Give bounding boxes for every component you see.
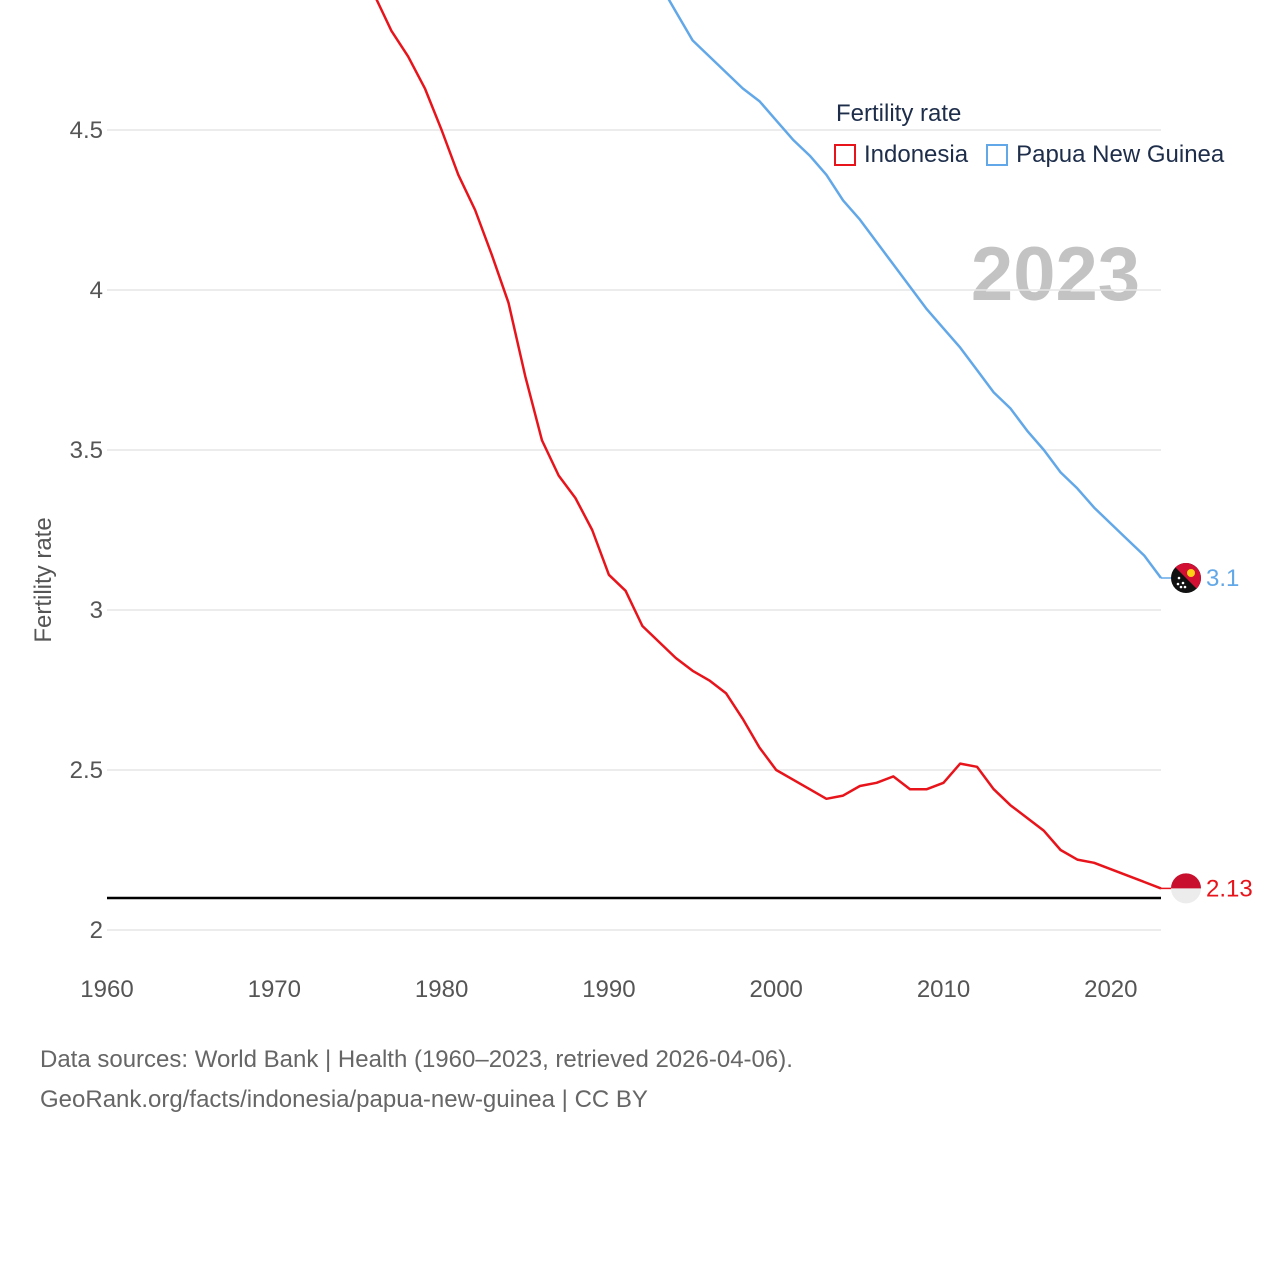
flag-marker-indonesia xyxy=(1171,873,1201,904)
legend-swatch-indonesia xyxy=(834,144,856,166)
y-tick-label: 2.5 xyxy=(70,757,103,784)
png-flag-red xyxy=(1175,563,1201,589)
x-tick-label: 1980 xyxy=(415,976,468,1003)
png-star xyxy=(1176,582,1180,586)
png-star xyxy=(1179,585,1183,589)
legend-swatch-papua-new-guinea xyxy=(986,144,1009,166)
current-year-label: 2023 xyxy=(971,232,1140,317)
data-source-note: Data sources: World Bank | Health (1960–… xyxy=(40,1046,793,1073)
y-axis-label: Fertility rate xyxy=(30,517,57,642)
legend-title: Fertility rate xyxy=(836,100,962,127)
x-tick-label: 2020 xyxy=(1084,976,1137,1003)
x-tick-label: 1970 xyxy=(248,976,301,1003)
png-star xyxy=(1181,581,1185,585)
legend-label-papua-new-guinea: Papua New Guinea xyxy=(1016,141,1225,168)
png-bird-of-paradise xyxy=(1187,569,1195,577)
x-tick-label: 2010 xyxy=(917,976,970,1003)
source-link[interactable]: GeoRank.org/facts/indonesia/papua-new-gu… xyxy=(40,1086,648,1113)
series-line-indonesia[interactable] xyxy=(107,0,1162,890)
legend: Indonesia Papua New Guinea xyxy=(834,141,1242,169)
y-tick-label: 4.5 xyxy=(70,117,103,144)
legend-item-papua-new-guinea[interactable]: Papua New Guinea xyxy=(986,141,1224,169)
x-tick-label: 2000 xyxy=(750,976,803,1003)
y-tick-label: 4 xyxy=(90,277,103,304)
flag-marker-papua-new-guinea xyxy=(1171,563,1201,593)
end-value-label-indonesia: 2.13 xyxy=(1206,875,1253,902)
end-value-label-papua-new-guinea: 3.1 xyxy=(1206,565,1239,592)
indonesia-flag-red xyxy=(1171,873,1201,889)
y-tick-label: 2 xyxy=(90,917,103,944)
x-tick-label: 1960 xyxy=(80,976,133,1003)
y-tick-label: 3.5 xyxy=(70,437,103,464)
x-tick-label: 1990 xyxy=(582,976,635,1003)
y-tick-label: 3 xyxy=(90,597,103,624)
series-line-papua-new-guinea[interactable] xyxy=(107,0,1163,579)
png-star xyxy=(1183,585,1187,589)
legend-label-indonesia: Indonesia xyxy=(864,141,969,168)
legend-item-indonesia[interactable]: Indonesia xyxy=(834,141,968,169)
png-star xyxy=(1177,576,1181,580)
